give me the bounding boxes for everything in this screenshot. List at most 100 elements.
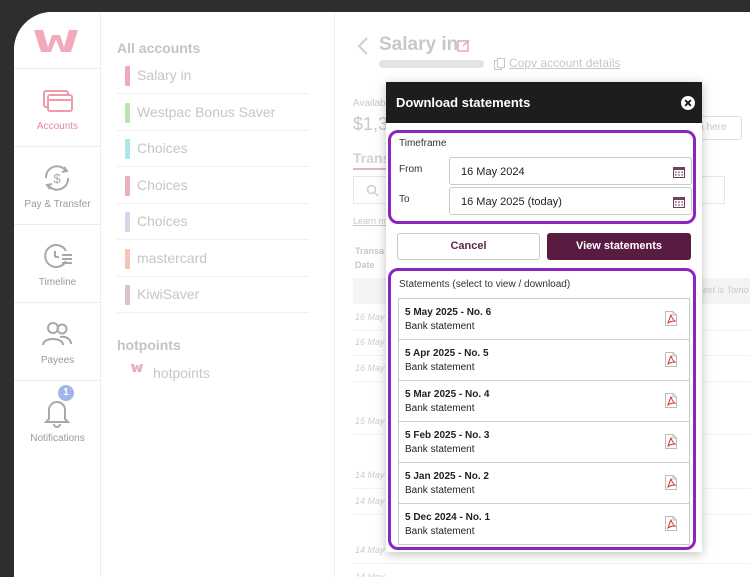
pdf-icon[interactable] — [665, 516, 677, 531]
pdf-icon[interactable] — [665, 311, 677, 326]
from-date-input[interactable]: 16 May 2024 — [449, 157, 692, 185]
tab-transactions[interactable]: Trans — [353, 150, 391, 166]
statement-item[interactable]: 5 May 2025 - No. 6 Bank statement — [399, 299, 689, 340]
nav-item-pay-transfer[interactable]: $ Pay & Transfer — [14, 146, 101, 224]
account-item[interactable]: Choices — [117, 204, 309, 240]
statements-label: Statements (select to view / download) — [399, 279, 571, 290]
pdf-icon[interactable] — [665, 352, 677, 367]
card-icon — [43, 90, 73, 112]
nav-label-payees: Payees — [40, 355, 75, 366]
to-label: To — [399, 194, 410, 205]
account-item[interactable]: Westpac Bonus Saver — [117, 95, 309, 131]
transaction-date: 16 May — [355, 337, 385, 347]
nav-item-accounts[interactable]: Accounts — [14, 68, 101, 146]
account-color-bar — [125, 139, 130, 159]
transaction-date: 16 May — [355, 363, 385, 373]
account-color-bar — [125, 175, 130, 196]
view-statements-button[interactable]: View statements — [547, 233, 691, 260]
account-item[interactable]: Salary in — [117, 58, 309, 94]
hotpoints-logo — [131, 364, 143, 372]
nav-item-timeline[interactable]: Timeline — [14, 224, 101, 302]
calendar-icon[interactable] — [673, 196, 685, 208]
hotpoints-title: hotpoints — [117, 337, 181, 353]
tab-underline — [353, 168, 387, 170]
from-date-value: 16 May 2024 — [461, 166, 525, 178]
statement-subtitle: Bank statement — [405, 526, 475, 537]
statement-subtitle: Bank statement — [405, 403, 475, 414]
account-number-redacted — [379, 60, 484, 68]
account-item[interactable]: Choices — [117, 168, 309, 204]
statement-item[interactable]: 5 Jan 2025 - No. 2 Bank statement — [399, 463, 689, 504]
timeline-icon — [44, 244, 72, 268]
statement-item[interactable]: 5 Mar 2025 - No. 4 Bank statement — [399, 381, 689, 422]
to-date-input[interactable]: 16 May 2025 (today) — [449, 187, 692, 215]
all-accounts-title: All accounts — [117, 40, 201, 56]
pdf-icon[interactable] — [665, 393, 677, 408]
nav-label-pay-transfer: Pay & Transfer — [24, 199, 91, 210]
account-name: Choices — [137, 213, 188, 229]
account-color-bar — [125, 212, 130, 232]
pdf-icon[interactable] — [665, 475, 677, 490]
account-name: mastercard — [137, 249, 208, 266]
calendar-icon[interactable] — [673, 166, 685, 178]
back-chevron-icon[interactable] — [357, 36, 369, 56]
account-item[interactable]: mastercard — [117, 241, 309, 277]
account-item[interactable]: Choices — [117, 131, 309, 167]
row-divider — [353, 563, 750, 564]
statement-item[interactable]: 5 Dec 2024 - No. 1 Bank statement — [399, 504, 689, 545]
statements-list: 5 May 2025 - No. 6 Bank statement 5 Apr 20… — [398, 298, 690, 545]
from-label: From — [399, 164, 423, 175]
hotpoints-label: hotpoints — [153, 365, 210, 381]
balance-value: $1,3 — [353, 114, 389, 134]
learn-more-link[interactable]: Learn m — [353, 216, 387, 226]
transaction-date: 16 May — [355, 312, 385, 322]
edit-icon[interactable] — [457, 38, 471, 52]
account-name: KiwiSaver — [137, 286, 200, 302]
left-nav: Accounts $ Pay & Transfer Timeline — [14, 12, 101, 577]
statement-item[interactable]: 5 Apr 2025 - No. 5 Bank statement — [399, 340, 689, 381]
account-title: Salary in — [379, 34, 459, 55]
account-color-bar — [125, 285, 130, 305]
dialog-header: Download statements — [386, 82, 702, 123]
column-header-transaction-date: Transa Date — [355, 244, 384, 272]
download-statements-dialog: Download statements Timeframe From 16 Ma… — [386, 82, 702, 552]
hotpoints-item[interactable]: hotpoints — [117, 354, 309, 390]
statement-title: 5 Apr 2025 - No. 5 — [405, 348, 489, 359]
nav-item-payees[interactable]: Payees — [14, 302, 101, 380]
transaction-date: 14 May — [355, 470, 385, 480]
westpac-logo — [34, 30, 78, 52]
accounts-panel: All accounts Salary in Westpac Bonus Save… — [102, 12, 334, 577]
svg-text:$: $ — [53, 171, 61, 186]
statement-title: 5 May 2025 - No. 6 — [405, 307, 492, 318]
transaction-date: 14 May — [355, 545, 385, 555]
dialog-title: Download statements — [396, 95, 531, 110]
cancel-button[interactable]: Cancel — [397, 233, 540, 260]
nav-label-timeline: Timeline — [38, 277, 77, 288]
search-box[interactable] — [353, 176, 393, 204]
search-box-end — [695, 176, 725, 204]
statement-item[interactable]: 5 Feb 2025 - No. 3 Bank statement — [399, 422, 689, 463]
pdf-icon[interactable] — [665, 434, 677, 449]
transaction-date: 14 May — [355, 496, 385, 506]
statement-subtitle: Bank statement — [405, 485, 475, 496]
notification-badge: 1 — [58, 385, 74, 401]
nav-item-notifications[interactable]: 1 Notifications — [14, 380, 101, 458]
dollar-transfer-icon: $ — [44, 165, 70, 191]
close-icon[interactable] — [681, 96, 695, 110]
copy-account-details-link[interactable]: Copy account details — [509, 56, 621, 70]
people-icon — [42, 322, 72, 346]
search-icon — [366, 184, 379, 197]
account-name: Salary in — [137, 67, 192, 83]
next-note: ext is Tomo — [703, 285, 749, 295]
statement-title: 5 Mar 2025 - No. 4 — [405, 389, 490, 400]
available-label: Availab — [353, 98, 386, 109]
transaction-date: 15 May — [355, 416, 385, 426]
statement-title: 5 Dec 2024 - No. 1 — [405, 512, 491, 523]
account-color-bar — [125, 248, 130, 269]
timeframe-section: Timeframe From 16 May 2024 To 16 May 202… — [388, 130, 696, 224]
statement-subtitle: Bank statement — [405, 362, 475, 373]
timeframe-label: Timeframe — [399, 138, 447, 149]
account-item[interactable]: KiwiSaver — [117, 277, 309, 313]
account-color-bar — [125, 66, 130, 86]
transaction-date: 14 May — [355, 572, 385, 577]
